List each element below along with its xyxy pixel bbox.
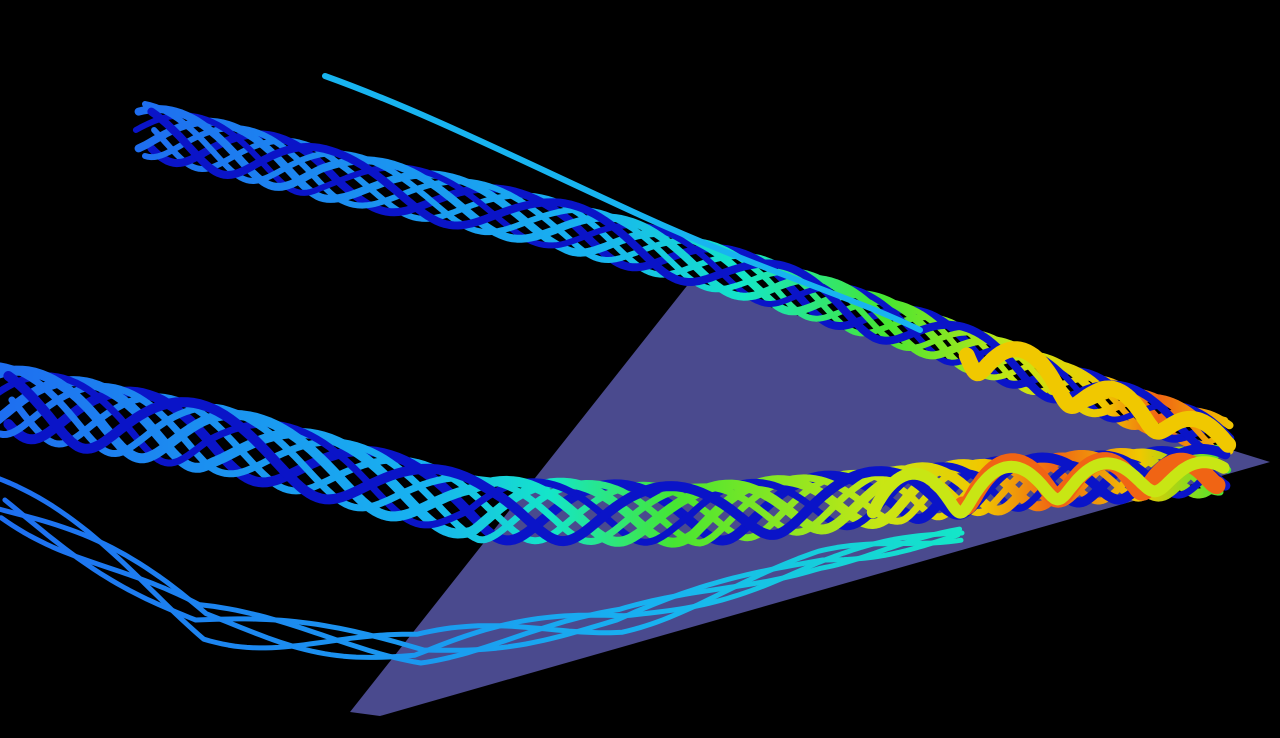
streamline-tube xyxy=(0,515,963,666)
streamline-tube xyxy=(0,506,965,660)
streamline-tube xyxy=(322,73,923,333)
ground-plane xyxy=(350,282,1270,716)
streamline-tube xyxy=(2,497,961,653)
streamline-tube xyxy=(3,371,1231,547)
streamline-tube xyxy=(866,456,1230,519)
streamline-tube xyxy=(0,476,964,651)
streamline-tube xyxy=(958,341,1237,453)
